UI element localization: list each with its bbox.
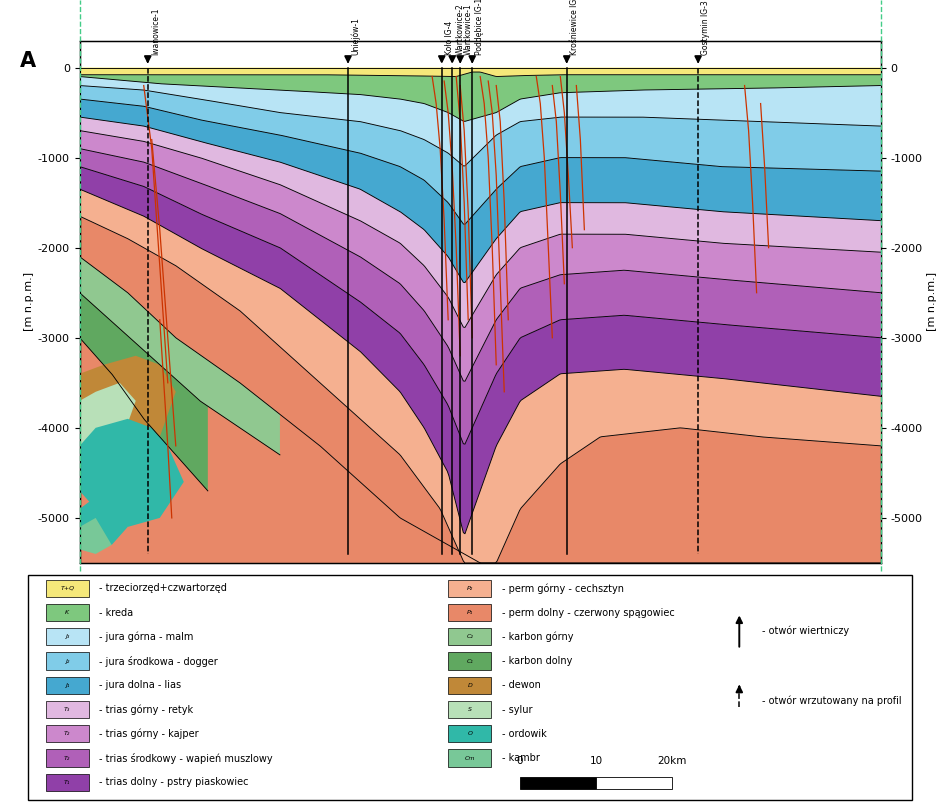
Text: Koło IG-4: Koło IG-4 (445, 21, 453, 55)
Text: C₂: C₂ (466, 634, 473, 639)
Text: - otwór wrzutowany na profil: - otwór wrzutowany na profil (761, 695, 900, 706)
Text: - trias środkowy - wapień muszlowy: - trias środkowy - wapień muszlowy (99, 752, 272, 764)
Text: A: A (20, 51, 36, 71)
Text: Iwanowice-1: Iwanowice-1 (151, 7, 160, 55)
Bar (448, 652, 490, 670)
Y-axis label: [m n.p.m.]: [m n.p.m.] (926, 272, 936, 331)
Text: D: D (467, 683, 472, 688)
Polygon shape (80, 257, 280, 455)
Text: 20km: 20km (657, 756, 686, 766)
Text: - dewon: - dewon (502, 680, 540, 690)
Bar (46, 604, 89, 621)
Text: T₂: T₂ (64, 756, 70, 761)
Text: Uniejów-1: Uniejów-1 (351, 17, 360, 55)
Bar (448, 629, 490, 646)
Bar (46, 749, 89, 767)
Text: - jura górna - malm: - jura górna - malm (99, 632, 194, 642)
Text: - trzeciorzęd+czwartorzęd: - trzeciorzęd+czwartorzęd (99, 583, 227, 594)
Polygon shape (80, 117, 880, 327)
Polygon shape (80, 491, 127, 545)
Text: - ordowik: - ordowik (502, 729, 547, 739)
Text: K: K (66, 610, 69, 615)
Text: - sylur: - sylur (502, 705, 532, 714)
Bar (448, 580, 490, 597)
Text: T₁: T₁ (64, 780, 70, 785)
Bar (448, 604, 490, 621)
Text: T+Q: T+Q (60, 586, 74, 590)
Text: T₃: T₃ (64, 707, 70, 712)
Text: J₁: J₁ (65, 683, 69, 688)
Polygon shape (80, 76, 880, 166)
Text: - trias górny - retyk: - trias górny - retyk (99, 705, 194, 714)
Polygon shape (80, 99, 880, 283)
Text: O: O (467, 731, 472, 736)
Polygon shape (80, 86, 880, 224)
Text: - jura środkowa - dogger: - jura środkowa - dogger (99, 655, 218, 667)
Text: - trias dolny - pstry piaskowiec: - trias dolny - pstry piaskowiec (99, 778, 249, 787)
Text: Cm: Cm (464, 756, 475, 761)
Polygon shape (80, 67, 880, 76)
Text: - jura dolna - lias: - jura dolna - lias (99, 680, 182, 690)
Text: - perm dolny - czerwony spągowiec: - perm dolny - czerwony spągowiec (502, 608, 674, 617)
Polygon shape (80, 292, 208, 491)
Text: 10: 10 (589, 756, 602, 766)
Polygon shape (80, 167, 880, 534)
Text: - kambr: - kambr (502, 753, 539, 763)
Text: - kreda: - kreda (99, 608, 134, 617)
Bar (448, 701, 490, 718)
Text: Gostymin IG-3: Gostymin IG-3 (700, 0, 709, 55)
Bar (448, 725, 490, 743)
Text: Krośniewice IG-1: Krośniewice IG-1 (569, 0, 578, 55)
Text: - karbon dolny: - karbon dolny (502, 656, 572, 666)
Bar (448, 749, 490, 767)
Polygon shape (80, 72, 880, 122)
Text: P₁: P₁ (466, 610, 473, 615)
Text: P₂: P₂ (466, 586, 473, 590)
Text: J₃: J₃ (65, 634, 69, 639)
Text: 0: 0 (517, 756, 522, 766)
Text: Wartkowice-2: Wartkowice-2 (455, 3, 464, 55)
Text: - perm górny - cechsztyn: - perm górny - cechsztyn (502, 583, 623, 594)
Text: T₂: T₂ (64, 731, 70, 736)
Polygon shape (80, 356, 176, 455)
Bar (46, 652, 89, 670)
Bar (46, 701, 89, 718)
Polygon shape (80, 130, 880, 382)
Text: Wartkowice-1: Wartkowice-1 (463, 3, 472, 55)
Polygon shape (80, 257, 880, 563)
Bar (595, 777, 671, 789)
Bar (46, 725, 89, 743)
Text: Poddębice IG-1: Poddębice IG-1 (475, 0, 484, 55)
Bar (46, 580, 89, 597)
Text: S: S (467, 707, 472, 712)
Text: J₂: J₂ (65, 659, 69, 663)
Bar (519, 777, 595, 789)
Y-axis label: [m n.p.m.]: [m n.p.m.] (23, 272, 34, 331)
Polygon shape (80, 383, 136, 464)
Bar (448, 676, 490, 694)
Text: - trias górny - kajper: - trias górny - kajper (99, 728, 198, 739)
Polygon shape (80, 419, 183, 527)
Bar (46, 774, 89, 791)
Polygon shape (80, 148, 880, 444)
Bar (46, 676, 89, 694)
Polygon shape (80, 518, 111, 554)
Text: - otwór wiertniczy: - otwór wiertniczy (761, 626, 848, 637)
Text: - karbon górny: - karbon górny (502, 632, 573, 642)
Polygon shape (80, 189, 880, 563)
Polygon shape (80, 216, 880, 563)
Bar (46, 629, 89, 646)
Text: C₁: C₁ (466, 659, 473, 663)
